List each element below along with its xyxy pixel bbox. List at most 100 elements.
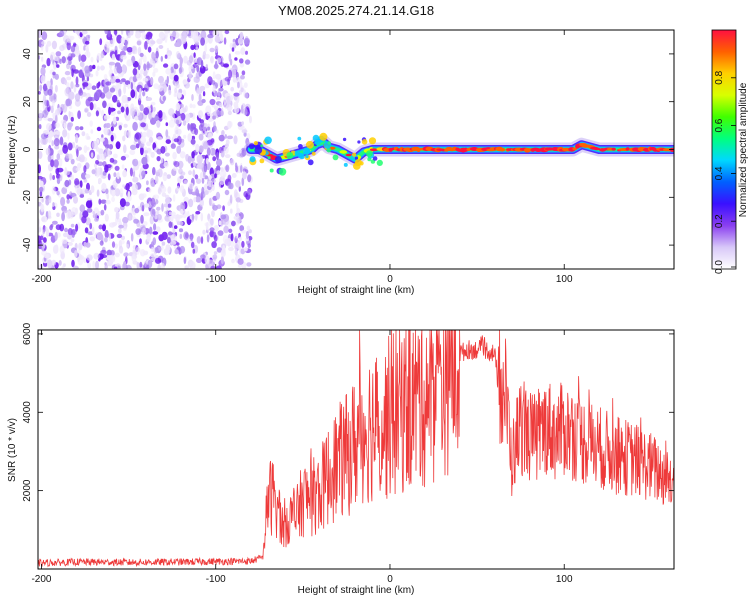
noise-speck: [150, 151, 155, 158]
noise-speck: [136, 72, 143, 81]
noise-speck: [166, 52, 171, 60]
noise-speck: [52, 71, 56, 76]
noise-speck: [211, 241, 217, 249]
noise-speck: [211, 210, 215, 218]
noise-speck: [109, 87, 116, 93]
noise-speck: [209, 47, 215, 53]
noise-speck: [41, 41, 46, 45]
noise-speck: [130, 107, 136, 117]
noise-speck: [192, 104, 196, 109]
noise-speck: [160, 185, 167, 194]
noise-speck: [231, 47, 235, 52]
noise-speck: [91, 140, 99, 150]
noise-speck: [229, 158, 235, 166]
noise-speck: [121, 64, 126, 73]
noise-speck: [202, 91, 206, 97]
noise-speck: [115, 175, 122, 184]
noise-speck: [104, 262, 107, 266]
noise-speck: [236, 212, 240, 219]
noise-speck: [210, 265, 216, 269]
noise-speck: [130, 233, 134, 242]
colorbar-label: Normalized spectral amplitude: [738, 82, 749, 217]
noise-speck: [170, 233, 177, 243]
noise-speck: [66, 82, 70, 88]
noise-speck: [70, 174, 74, 180]
noise-speck: [68, 153, 73, 161]
noise-speck: [224, 189, 230, 196]
noise-speck: [53, 138, 60, 147]
noise-speck: [217, 230, 224, 236]
noise-speck: [235, 232, 239, 239]
noise-speck: [116, 99, 120, 105]
noise-speck: [103, 204, 107, 211]
noise-speck: [106, 249, 113, 257]
x-tick-label: 0: [387, 274, 393, 285]
noise-speck: [194, 128, 199, 136]
noise-speck: [42, 83, 48, 92]
noise-speck: [59, 45, 65, 52]
noise-speck: [86, 136, 91, 140]
noise-speck: [66, 35, 73, 44]
ridge-core: [593, 147, 601, 151]
noise-speck: [71, 259, 75, 268]
colorbar-tick-label: 0.8: [714, 70, 725, 84]
noise-speck: [70, 238, 75, 243]
noise-speck: [170, 37, 174, 42]
noise-speck: [212, 115, 217, 120]
noise-speck: [64, 87, 70, 97]
ridge-blob: [327, 141, 331, 145]
noise-speck: [74, 250, 78, 258]
noise-speck: [55, 167, 60, 175]
noise-speck: [111, 189, 116, 197]
noise-speck: [66, 41, 72, 51]
noise-speck: [241, 70, 246, 76]
noise-speck: [127, 32, 131, 39]
noise-speck: [146, 128, 151, 138]
noise-speck: [118, 88, 122, 97]
noise-speck: [110, 134, 114, 142]
noise-speck: [121, 235, 125, 240]
noise-speck: [220, 248, 226, 258]
noise-speck: [237, 81, 240, 89]
noise-speck: [123, 260, 127, 269]
noise-speck: [213, 225, 219, 232]
noise-speck: [128, 181, 133, 187]
noise-speck: [78, 154, 85, 163]
noise-speck: [108, 144, 114, 150]
noise-speck: [109, 107, 114, 113]
noise-speck: [239, 152, 246, 158]
noise-speck: [224, 134, 227, 139]
noise-speck: [89, 222, 93, 230]
noise-speck: [160, 262, 165, 269]
noise-speck: [120, 106, 125, 113]
noise-speck: [66, 199, 70, 204]
noise-speck: [234, 105, 240, 114]
noise-speck: [67, 56, 73, 61]
noise-speck: [43, 237, 47, 243]
noise-speck: [164, 54, 168, 59]
noise-speck: [227, 110, 232, 116]
noise-speck: [50, 105, 54, 114]
noise-speck: [179, 233, 183, 239]
noise-speck: [45, 198, 50, 206]
noise-speck: [81, 172, 87, 180]
noise-speck: [38, 151, 43, 159]
noise-speck: [233, 135, 238, 145]
noise-speck: [212, 30, 219, 37]
noise-speck: [56, 153, 61, 161]
colorbar-tick-label: 0.2: [714, 214, 725, 228]
noise-speck: [189, 65, 194, 70]
noise-speck: [162, 95, 166, 102]
noise-speck: [161, 231, 168, 241]
noise-speck: [124, 80, 131, 86]
spectrogram-x-label: Height of straight line (km): [298, 285, 415, 296]
ridge-core: [369, 148, 378, 152]
noise-speck: [161, 241, 166, 246]
noise-speck: [104, 30, 109, 35]
noise-speck: [177, 92, 182, 99]
noise-speck: [173, 74, 179, 82]
noise-speck: [160, 146, 166, 154]
noise-speck: [223, 225, 229, 234]
x-tick-label: -100: [206, 574, 226, 585]
noise-speck: [183, 55, 188, 63]
